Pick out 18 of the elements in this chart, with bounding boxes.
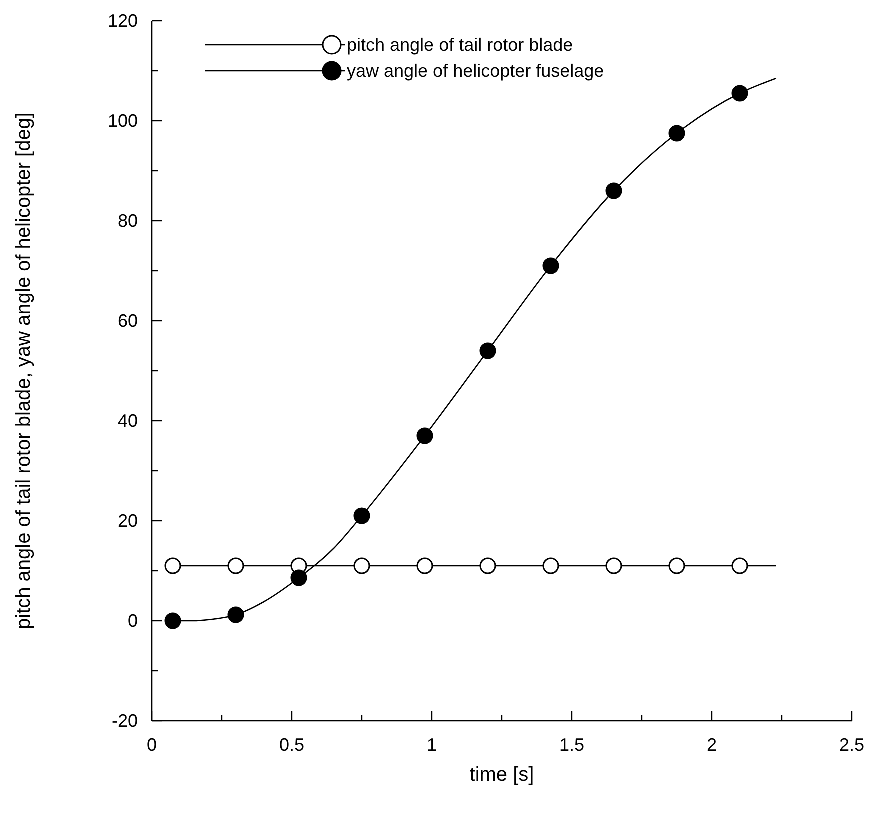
x-tick-label: 1.5	[559, 735, 585, 755]
y-axis-title: pitch angle of tail rotor blade, yaw angle of helicopter [deg]	[13, 112, 35, 630]
y-tick-label: 100	[108, 111, 138, 131]
legend-label: pitch angle of tail rotor blade	[347, 35, 574, 55]
x-tick-label: 1	[426, 735, 438, 755]
y-tick-label: 0	[128, 611, 138, 631]
y-tick-label: 40	[118, 411, 138, 431]
y-tick-label: 60	[118, 311, 138, 331]
x-tick-label: 2	[706, 735, 718, 755]
x-tick-label: 0	[146, 735, 158, 755]
legend-label: yaw angle of helicopter fuselage	[347, 61, 604, 81]
y-tick-label: 20	[118, 511, 138, 531]
x-axis-title: time [s]	[470, 764, 534, 786]
y-tick-label: 120	[108, 11, 138, 31]
y-tick-label: 80	[118, 211, 138, 231]
x-tick-label: 2.5	[839, 735, 865, 755]
x-tick-label: 0.5	[279, 735, 305, 755]
y-tick-label: -20	[112, 711, 138, 731]
